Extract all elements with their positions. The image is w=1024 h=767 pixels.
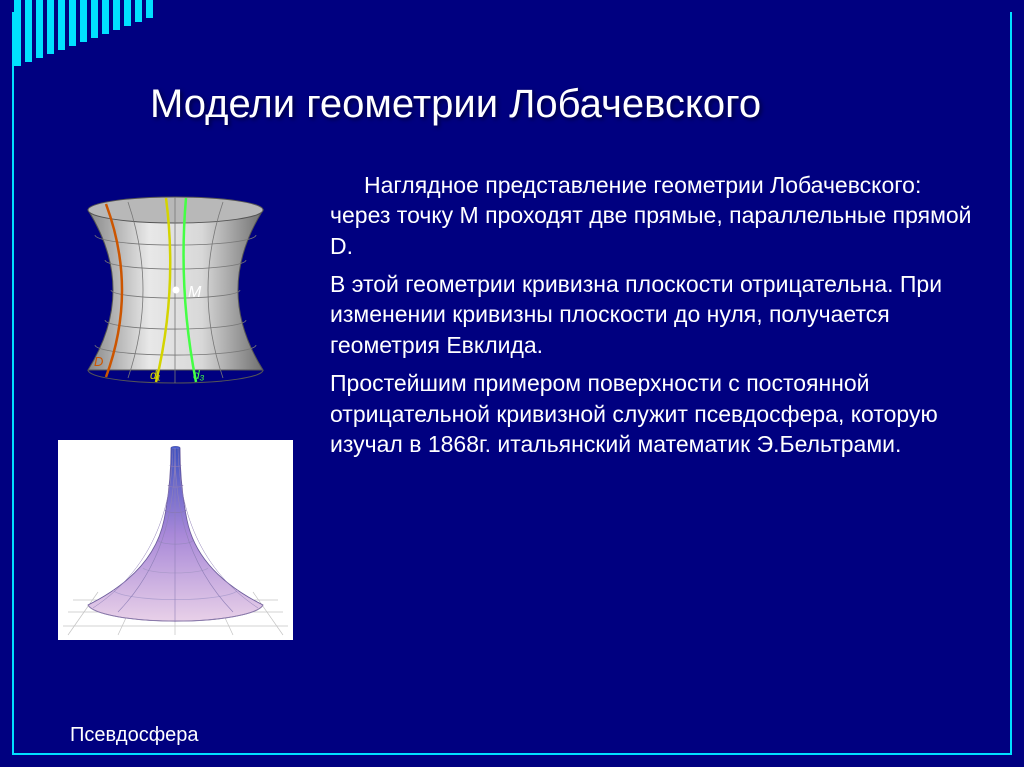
curve-d1-label: d₁ <box>150 368 161 382</box>
slide-title: Модели геометрии Лобачевского <box>150 82 984 127</box>
curve-d3-label: d₃ <box>193 368 205 382</box>
paragraph-3: Простейшим примером поверхности с постоя… <box>330 368 974 459</box>
figure-pseudosphere <box>58 440 293 645</box>
text-column: Наглядное представление геометрии Лобаче… <box>320 160 994 737</box>
figure-caption: Псевдосфера <box>70 724 199 747</box>
content-area: M D d₁ d₃ <box>30 160 994 737</box>
decoration-bars <box>14 0 153 66</box>
curve-d-label: D <box>94 354 103 369</box>
point-m-label: M <box>188 284 202 301</box>
paragraph-2: В этой геометрии кривизна плоскости отри… <box>330 269 974 360</box>
figure-hyperboloid: M D d₁ d₃ <box>58 190 293 390</box>
paragraph-1: Наглядное представление геометрии Лобаче… <box>330 170 974 261</box>
figures-column: M D d₁ d₃ <box>30 160 320 737</box>
